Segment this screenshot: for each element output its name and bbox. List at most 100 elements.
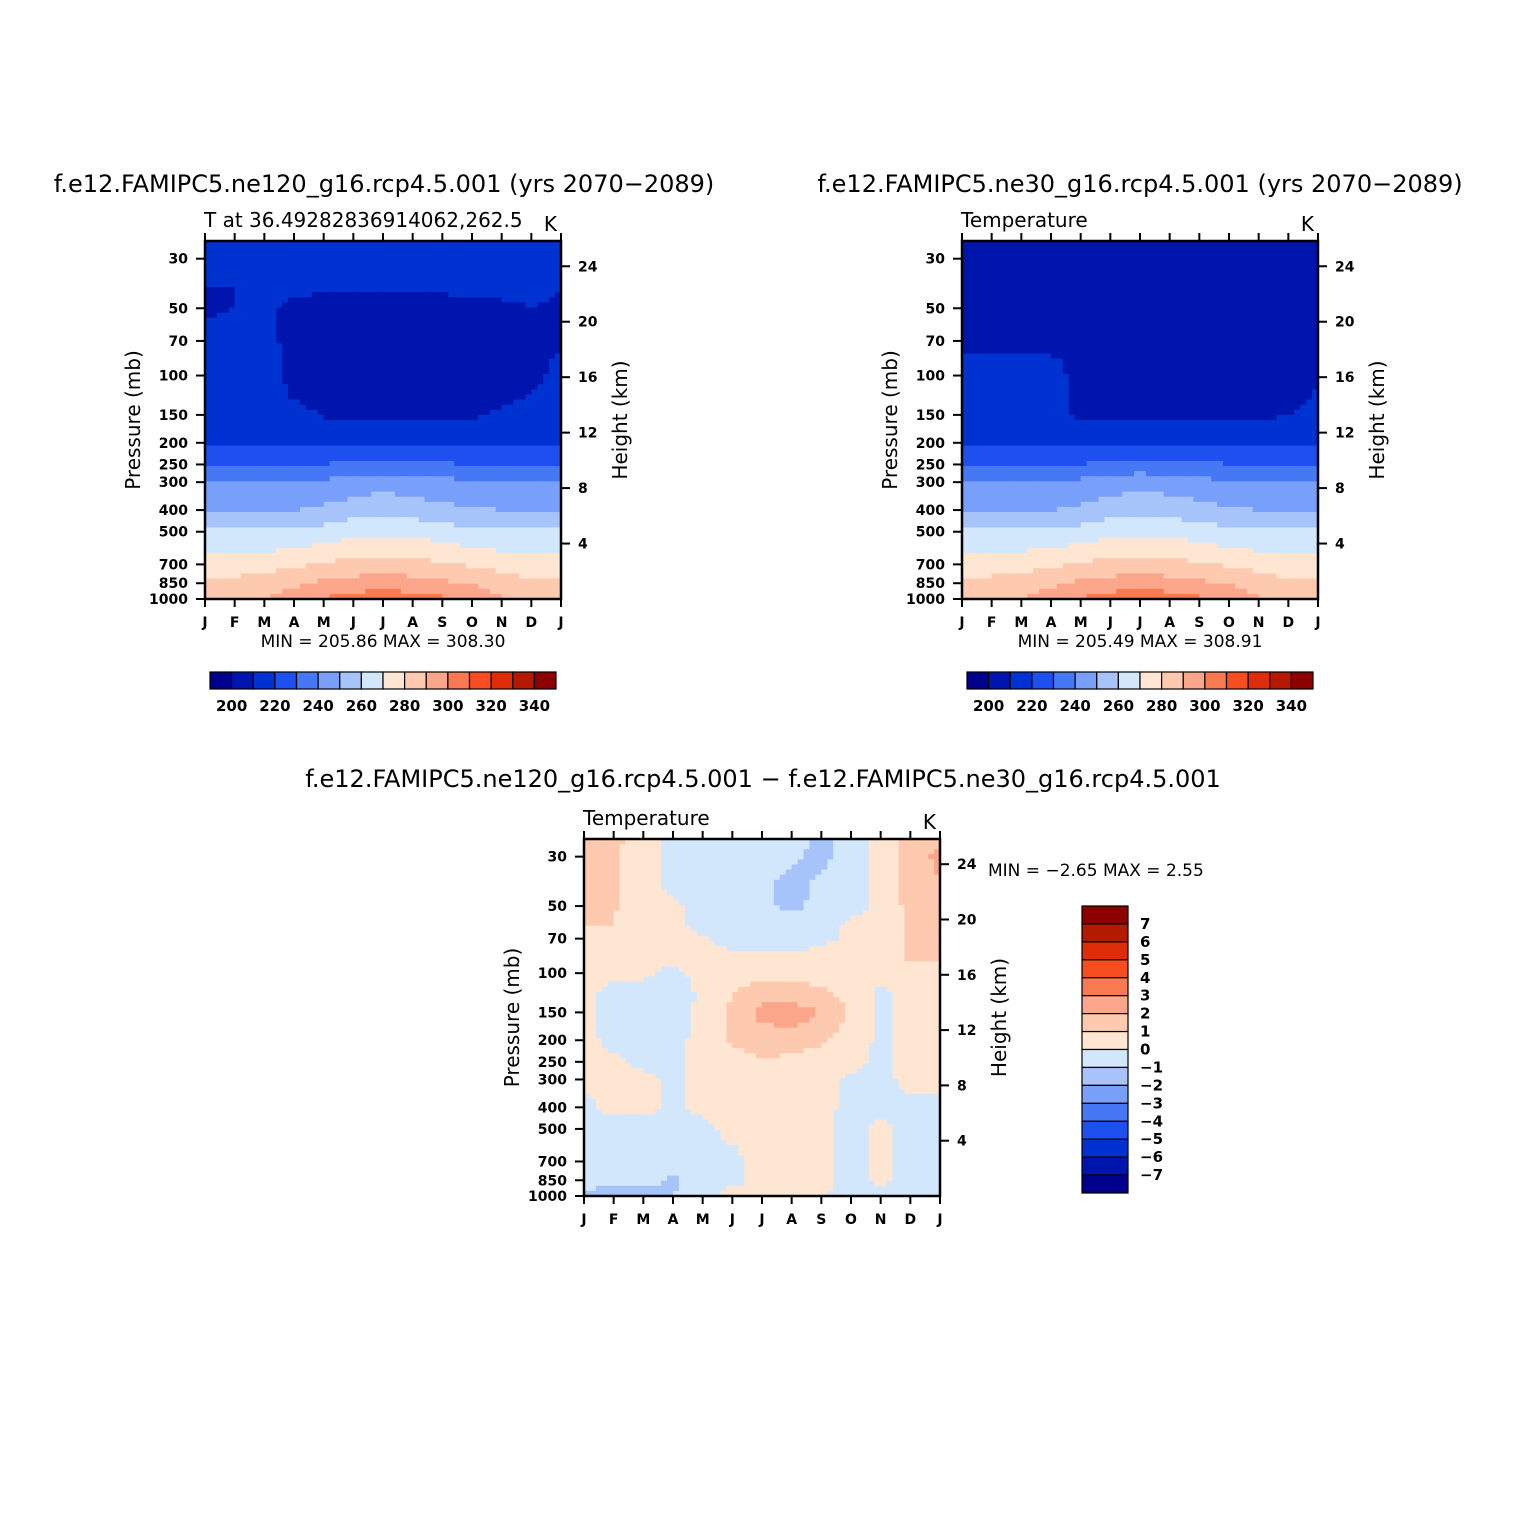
- contour-cell: [477, 338, 485, 344]
- contour-cell: [513, 455, 521, 462]
- contour-cell: [466, 373, 473, 380]
- contour-cell: [234, 358, 242, 365]
- contour-cell: [347, 593, 354, 600]
- contour-cell: [489, 460, 497, 467]
- contour-cell: [329, 276, 337, 283]
- contour-cell: [537, 414, 544, 421]
- contour-cell: [1104, 256, 1111, 263]
- contour-cell: [1264, 276, 1272, 283]
- contour-cell: [513, 593, 521, 600]
- contour-cell: [1068, 281, 1076, 288]
- contour-cell: [549, 343, 556, 349]
- contour-cell: [240, 425, 248, 431]
- contour-cell: [264, 246, 271, 252]
- contour-cell: [288, 266, 295, 273]
- contour-cell: [489, 241, 497, 247]
- contour-cell: [216, 317, 224, 324]
- contour-cell: [1223, 266, 1230, 273]
- contour-cell: [394, 353, 402, 360]
- contour-cell: [240, 256, 248, 263]
- contour-cell: [967, 292, 975, 298]
- contour-cell: [537, 287, 544, 293]
- contour-cell: [418, 522, 426, 528]
- contour-cell: [997, 266, 1005, 273]
- contour-cell: [1264, 246, 1272, 252]
- contour-cell: [1092, 281, 1100, 288]
- contour-cell: [477, 486, 485, 493]
- contour-cell: [359, 338, 366, 344]
- contour-cell: [412, 588, 420, 595]
- contour-cell: [323, 287, 331, 293]
- contour-cell: [311, 420, 319, 426]
- contour-cell: [1086, 256, 1094, 263]
- contour-cell: [299, 251, 307, 257]
- contour-cell: [400, 466, 408, 472]
- contour-cell: [460, 256, 467, 263]
- contour-cell: [1240, 281, 1248, 288]
- contour-cell: [424, 506, 432, 513]
- contour-cell: [501, 414, 509, 421]
- contour-cell: [472, 466, 479, 472]
- contour-cell: [460, 317, 467, 324]
- contour-cell: [1134, 256, 1141, 263]
- y-axis-title: Pressure (mb): [121, 350, 145, 490]
- contour-cell: [216, 368, 224, 375]
- contour-cell: [216, 348, 224, 355]
- contour-cell: [359, 522, 366, 528]
- contour-cell: [1306, 241, 1313, 247]
- contour-cell: [341, 512, 348, 518]
- contour-cell: [424, 368, 432, 375]
- contour-cell: [555, 425, 562, 431]
- contour-cell: [371, 573, 378, 580]
- contour-cell: [276, 297, 283, 303]
- contour-cell: [394, 322, 402, 329]
- contour-cell: [353, 420, 360, 426]
- contour-cell: [353, 527, 360, 534]
- contour-cell: [406, 368, 414, 375]
- contour-cell: [371, 481, 378, 488]
- contour-cell: [1092, 276, 1100, 283]
- contour-cell: [460, 512, 467, 518]
- contour-cell: [424, 261, 432, 268]
- contour-cell: [288, 588, 295, 595]
- contour-cell: [210, 302, 218, 309]
- contour-cell: [424, 430, 432, 436]
- contour-cell: [537, 271, 544, 278]
- contour-cell: [495, 389, 503, 396]
- contour-cell: [305, 287, 313, 293]
- contour-cell: [317, 537, 325, 544]
- contour-cell: [311, 266, 319, 273]
- contour-cell: [234, 573, 242, 580]
- contour-cell: [311, 471, 319, 477]
- contour-cell: [543, 348, 550, 355]
- contour-cell: [501, 563, 509, 569]
- contour-cell: [383, 476, 390, 482]
- contour-cell: [205, 558, 212, 564]
- contour-cell: [460, 445, 467, 452]
- contour-cell: [394, 338, 402, 344]
- contour-cell: [507, 276, 515, 283]
- contour-cell: [323, 547, 331, 554]
- contour-cell: [424, 445, 432, 452]
- contour-cell: [305, 420, 313, 426]
- contour-cell: [294, 373, 301, 380]
- contour-cell: [294, 389, 301, 396]
- contour-cell: [400, 471, 408, 477]
- contour-cell: [264, 460, 271, 467]
- contour-cell: [276, 363, 283, 370]
- contour-cell: [513, 399, 521, 406]
- contour-cell: [400, 256, 408, 263]
- contour-cell: [442, 333, 449, 339]
- contour-cell: [353, 276, 360, 283]
- contour-cell: [246, 246, 254, 252]
- contour-cell: [377, 404, 384, 411]
- contour-cell: [1134, 261, 1141, 268]
- contour-cell: [1240, 246, 1248, 252]
- contour-cell: [377, 384, 384, 390]
- contour-cell: [299, 241, 307, 247]
- contour-cell: [216, 420, 224, 426]
- contour-cell: [1181, 292, 1189, 298]
- contour-cell: [477, 440, 485, 447]
- contour-cell: [985, 271, 993, 278]
- contour-cell: [477, 522, 485, 528]
